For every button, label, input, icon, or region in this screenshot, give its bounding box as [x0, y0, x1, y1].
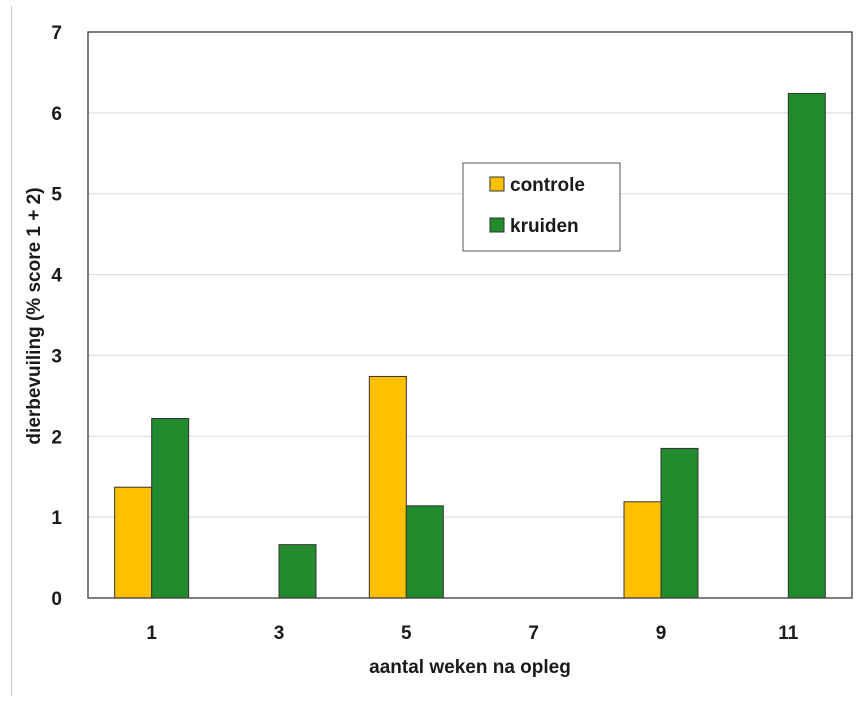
y-tick-label: 2 [51, 427, 62, 448]
plot-area-frame [87, 31, 853, 599]
bars [114, 92, 826, 599]
y-tick-label: 7 [51, 23, 62, 44]
bar-controle-1 [114, 486, 153, 599]
bar-kruiden-9 [660, 447, 699, 599]
bar-kruiden-5 [405, 505, 444, 599]
x-tick-label: 11 [778, 623, 799, 644]
y-tick-label: 6 [51, 104, 62, 125]
x-tick-label: 7 [528, 623, 539, 644]
x-tick-labels: 1 3 5 7 9 11 [146, 623, 798, 644]
legend-label-kruiden: kruiden [510, 216, 579, 237]
bar-controle-5 [368, 375, 407, 599]
legend-box [462, 162, 621, 252]
x-tick-label: 3 [274, 623, 285, 644]
legend: controle kruiden [462, 162, 621, 252]
y-axis-title: dierbevuiling (% score 1 + 2) [24, 187, 45, 444]
x-tick-label: 1 [146, 623, 157, 644]
x-tick-label: 5 [401, 623, 412, 644]
bar-kruiden-3 [278, 544, 317, 599]
y-tick-label: 3 [51, 346, 62, 367]
y-tick-labels: 0 1 2 3 4 5 6 7 [51, 23, 62, 610]
bar-controle-9 [623, 501, 662, 599]
legend-swatch-kruiden [489, 217, 505, 233]
y-tick-label: 5 [51, 185, 62, 206]
x-tick-label: 9 [656, 623, 667, 644]
x-axis-title: aantal weken na opleg [369, 657, 571, 678]
y-tick-label: 4 [51, 266, 62, 287]
legend-swatch-controle [489, 176, 505, 192]
bar-kruiden-11 [787, 92, 826, 599]
y-tick-label: 0 [51, 589, 62, 610]
bar-kruiden-1 [151, 417, 190, 599]
y-tick-label: 1 [51, 508, 62, 529]
legend-label-controle: controle [510, 175, 585, 196]
page-edge-rule [11, 6, 12, 696]
